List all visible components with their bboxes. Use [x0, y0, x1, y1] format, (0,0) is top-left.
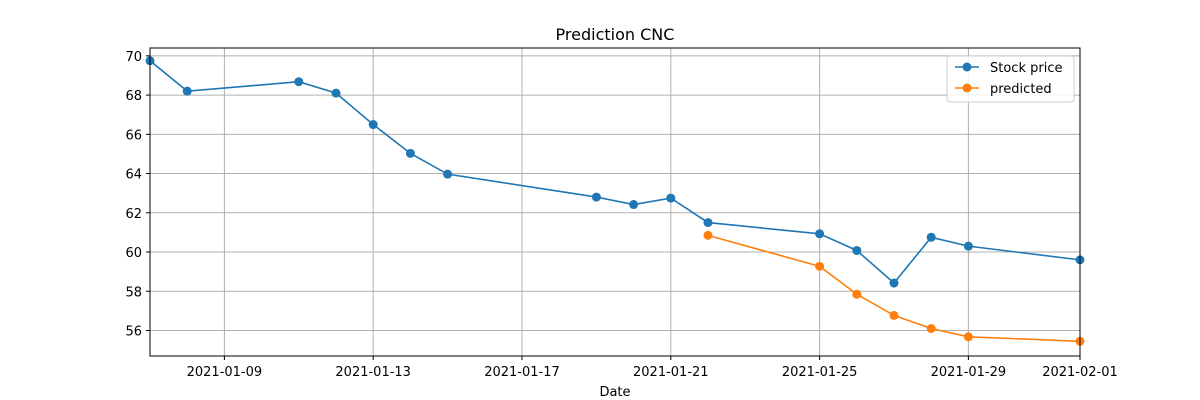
- data-point: [703, 218, 713, 228]
- data-point: [852, 289, 862, 299]
- y-tick-label: 66: [125, 128, 142, 143]
- chart-title: Prediction CNC: [556, 25, 675, 44]
- data-point: [294, 77, 304, 87]
- y-tick-label: 64: [125, 168, 142, 183]
- legend-marker-0: [962, 62, 972, 72]
- x-tick-label: 2021-01-25: [782, 365, 858, 380]
- x-tick-label: 2021-02-01: [1042, 365, 1118, 380]
- grid: [150, 48, 1081, 356]
- plot-frame: [149, 47, 1081, 357]
- x-tick-label: 2021-01-29: [931, 365, 1007, 380]
- data-point: [815, 261, 825, 271]
- data-point: [629, 200, 639, 210]
- legend: Stock price predicted: [946, 55, 1075, 103]
- y-tick-label: 56: [125, 324, 142, 339]
- data-point: [591, 192, 601, 202]
- y-tick-label: 62: [125, 207, 142, 222]
- data-point: [443, 169, 453, 179]
- axis-ticks: 2021-01-09 2021-01-13 2021-01-17 2021-01-21…: [125, 50, 1117, 380]
- data-point: [815, 229, 825, 239]
- data-point: [405, 148, 415, 158]
- legend-marker-1: [962, 83, 972, 93]
- data-point: [703, 230, 713, 240]
- y-tick-label: 58: [125, 285, 142, 300]
- x-axis-title: Date: [599, 385, 630, 400]
- legend-label-0: Stock price: [990, 61, 1062, 76]
- legend-label-1: predicted: [990, 82, 1052, 97]
- data-point: [889, 310, 899, 320]
- y-tick-label: 60: [125, 246, 142, 261]
- data-point: [889, 278, 899, 288]
- data-point: [963, 332, 973, 342]
- data-point: [963, 241, 973, 251]
- y-tick-label: 70: [125, 50, 142, 65]
- data-point: [368, 120, 378, 130]
- data-point: [666, 193, 676, 203]
- data-point: [331, 88, 341, 98]
- x-tick-label: 2021-01-21: [633, 365, 709, 380]
- x-tick-label: 2021-01-17: [484, 365, 560, 380]
- data-point: [926, 232, 936, 242]
- data-point: [926, 324, 936, 334]
- data-point: [182, 86, 192, 96]
- x-tick-label: 2021-01-09: [187, 365, 263, 380]
- y-tick-label: 68: [125, 89, 142, 104]
- x-tick-label: 2021-01-13: [335, 365, 411, 380]
- data-point: [852, 245, 862, 255]
